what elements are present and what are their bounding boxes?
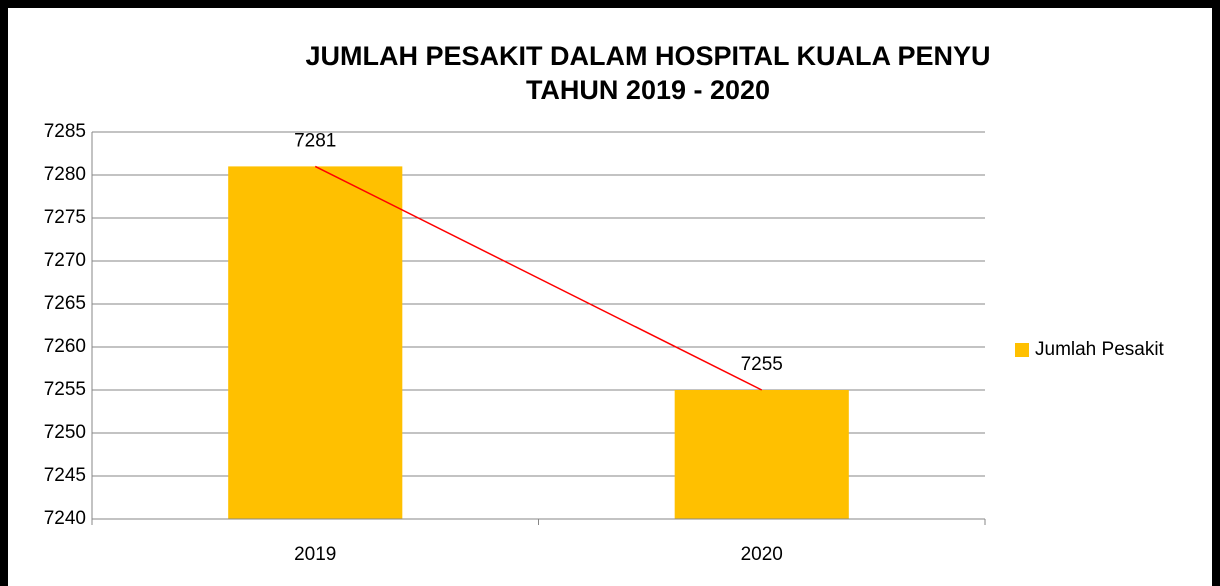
y-tick-label: 7280 [44, 164, 86, 185]
y-tick-label: 7270 [44, 250, 86, 271]
legend-swatch [1015, 343, 1029, 357]
y-tick-label: 7265 [44, 293, 86, 314]
data-label: 7255 [741, 354, 783, 375]
y-tick-label: 7285 [44, 121, 86, 142]
y-tick-label: 7245 [44, 465, 86, 486]
y-tick-label: 7250 [44, 422, 86, 443]
y-tick-label: 7255 [44, 379, 86, 400]
chart-subtitle: TAHUN 2019 - 2020 [526, 75, 770, 105]
connector-line [314, 165, 763, 391]
x-tick-label: 2019 [294, 544, 336, 565]
x-tick-label: 2020 [741, 544, 783, 565]
y-tick-label: 7260 [44, 336, 86, 357]
bar [674, 390, 849, 519]
legend-label: Jumlah Pesakit [1035, 339, 1165, 360]
bar [228, 166, 403, 519]
data-label: 7281 [294, 130, 336, 151]
y-tick-label: 7275 [44, 207, 86, 228]
y-tick-label: 7240 [44, 508, 86, 529]
chart-title: JUMLAH PESAKIT DALAM HOSPITAL KUALA PENY… [305, 41, 990, 71]
